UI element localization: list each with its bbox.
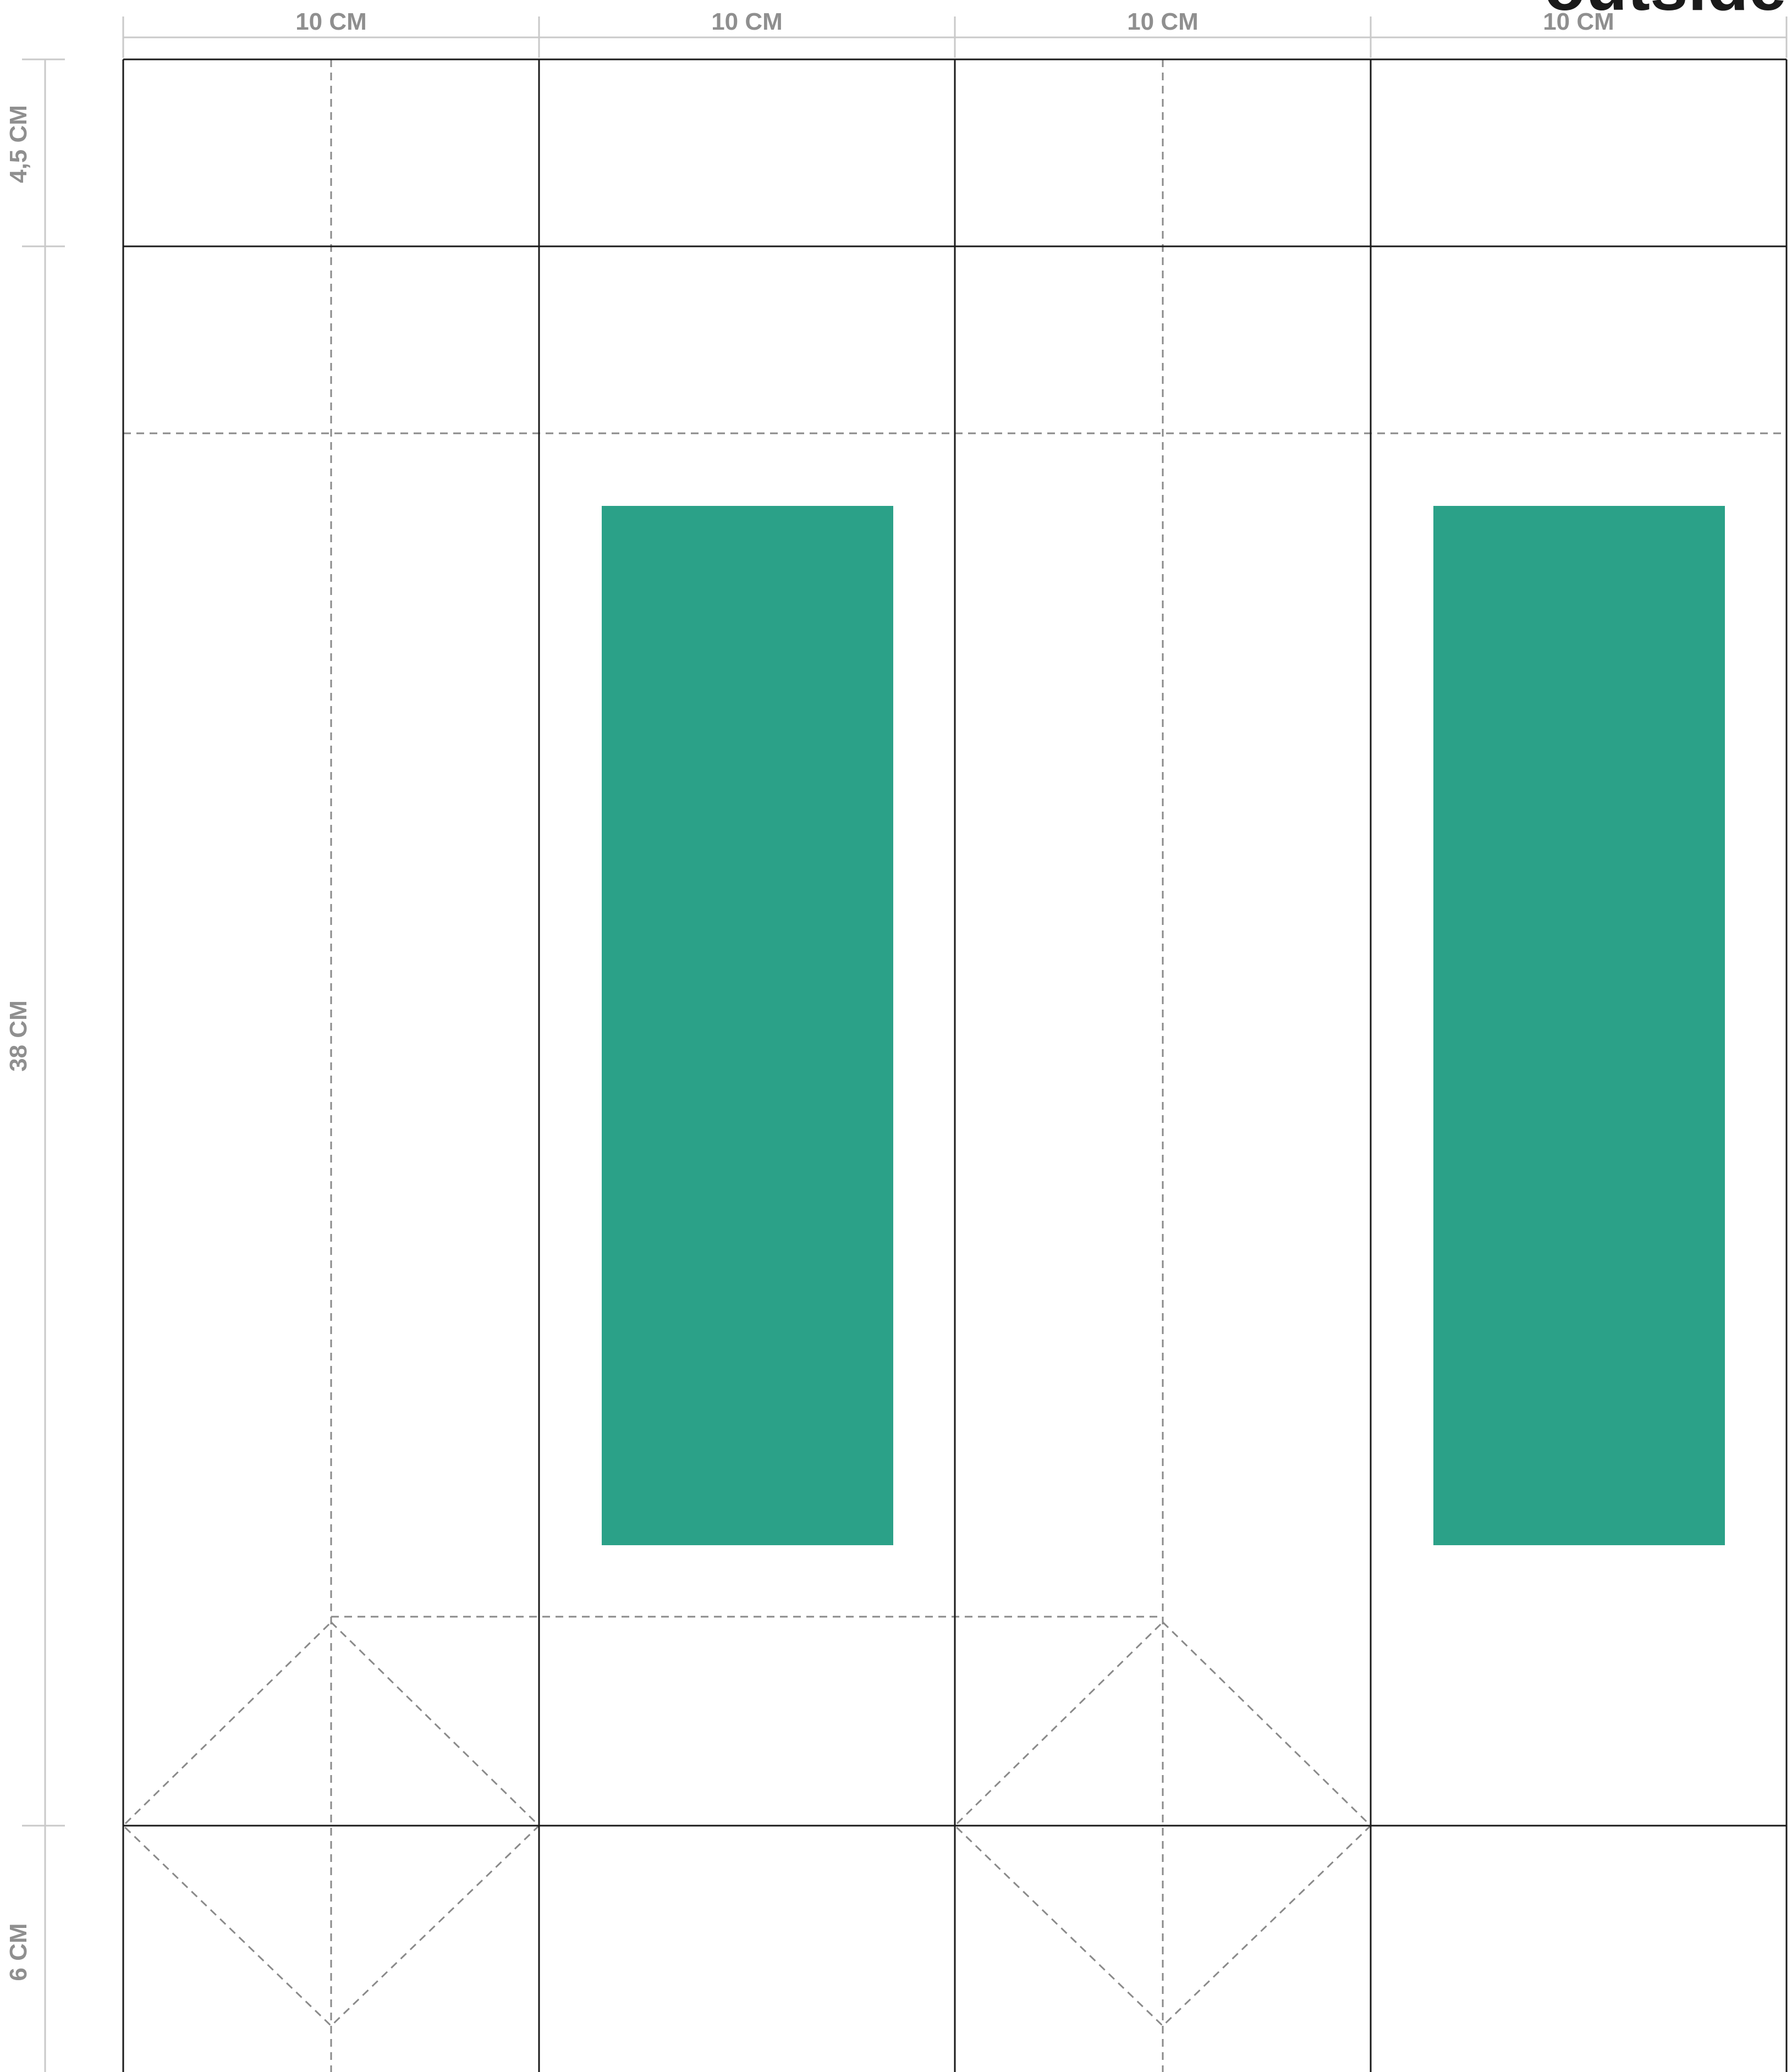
green-window-panel-4 [1433, 506, 1725, 1545]
top-dimension-label-2: 10 CM [711, 8, 783, 35]
top-dimension-ruler [122, 16, 1788, 58]
title-outside: outside [1544, 0, 1786, 25]
top-dimension-label-4: 10 CM [1543, 8, 1614, 35]
left-dimension-label-2: 38 CM [5, 1000, 32, 1072]
left-dimension-label-1: 4,5 CM [5, 105, 32, 183]
cut-lines [122, 58, 1788, 2072]
green-window-panel-2 [602, 506, 893, 1545]
left-dimension-label-3: 6 CM [5, 1923, 32, 1981]
left-dimension-ruler [22, 58, 65, 2072]
top-dimension-label-3: 10 CM [1127, 8, 1199, 35]
top-dimension-label-1: 10 CM [295, 8, 367, 35]
